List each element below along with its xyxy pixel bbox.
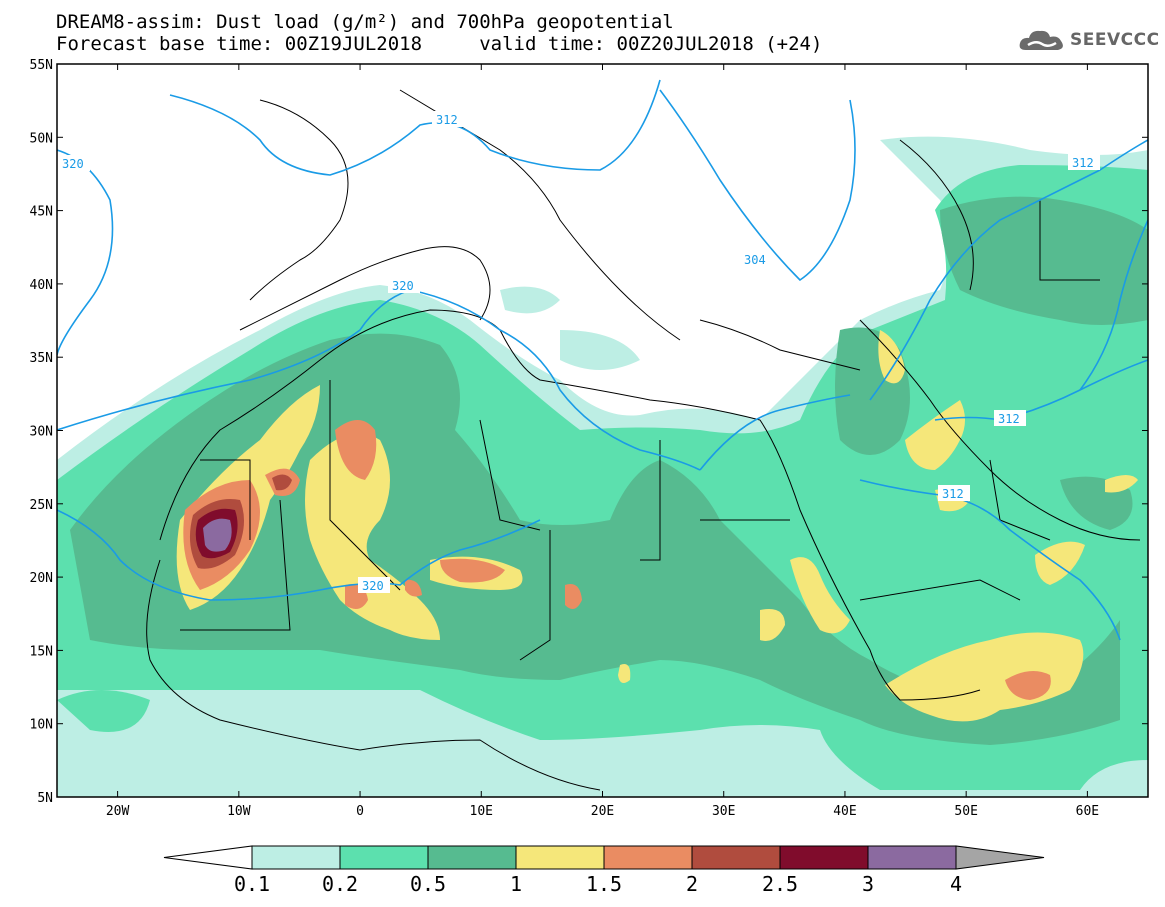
lon-tick-label: 20W	[106, 804, 130, 819]
lon-tick-label: 0	[356, 804, 364, 819]
lat-tick-label: 45N	[30, 205, 53, 220]
axis-ticks: 55N 50N 45N 40N 35N 30N 25N 20N 15N 10N 5N 20W 10W 0 1…	[30, 58, 1148, 819]
colorbar-segment	[779, 845, 869, 870]
colorbar-lower-triangle	[163, 845, 253, 870]
lon-tick-label: 10W	[227, 804, 251, 819]
lat-tick-label: 10N	[30, 718, 53, 733]
colorbar-label: 0.2	[322, 872, 358, 896]
colorbar-segment	[251, 845, 341, 870]
seevccc-logo: SEEVCCC	[1018, 26, 1160, 54]
coastlines	[146, 89, 1141, 791]
contour-label: 320	[62, 157, 84, 171]
colorbar-label: 2.5	[762, 872, 798, 896]
lat-tick-label: 25N	[30, 498, 53, 513]
colorbar-label: 1	[510, 872, 522, 896]
contour-label: 320	[362, 579, 384, 593]
lat-tick-label: 20N	[30, 571, 53, 586]
colorbar-label: 1.5	[586, 872, 622, 896]
lat-tick-label: 35N	[30, 351, 53, 366]
contour-labels: 312 320 304 320 320 312 312 312	[58, 111, 1100, 593]
lon-tick-label: 60E	[1076, 804, 1099, 819]
colorbar-segment	[867, 845, 957, 870]
colorbar-label: 0.5	[410, 872, 446, 896]
lat-tick-label: 55N	[30, 58, 53, 73]
contour-label: 312	[942, 487, 964, 501]
lat-tick-label: 40N	[30, 278, 53, 293]
colorbar-segment	[691, 845, 781, 870]
contour-label: 320	[392, 279, 414, 293]
contour-label: 312	[998, 412, 1020, 426]
cloud-logo-icon	[1019, 30, 1063, 50]
colorbar: 0.1 0.2 0.5 1 1.5 2 2.5 3 4	[163, 845, 1045, 896]
geopotential-contours	[57, 79, 1148, 641]
colorbar-segment	[603, 845, 693, 870]
dust-band-3	[203, 518, 232, 552]
contour-label: 312	[1072, 156, 1094, 170]
lat-tick-label: 5N	[37, 791, 53, 806]
logo-text: SEEVCCC	[1070, 30, 1160, 50]
lon-tick-label: 40E	[833, 804, 856, 819]
colorbar-label: 4	[950, 872, 962, 896]
map-area	[57, 64, 1148, 797]
title-line-2: Forecast base time: 00Z19JUL2018 valid t…	[56, 33, 823, 55]
lat-tick-label: 15N	[30, 644, 53, 659]
colorbar-segment	[339, 845, 429, 870]
colorbar-segment	[427, 845, 517, 870]
colorbar-label: 0.1	[234, 872, 270, 896]
lon-tick-label: 50E	[954, 804, 977, 819]
contour-label: 304	[744, 253, 766, 267]
lat-tick-label: 50N	[30, 131, 53, 146]
colorbar-segment	[515, 845, 605, 870]
lon-tick-label: 10E	[470, 804, 493, 819]
colorbar-label: 3	[862, 872, 874, 896]
colorbar-label: 2	[686, 872, 698, 896]
title-line-1: DREAM8-assim: Dust load (g/m²) and 700hP…	[56, 11, 674, 33]
contour-label: 312	[436, 113, 458, 127]
lon-tick-label: 20E	[591, 804, 614, 819]
lat-tick-label: 30N	[30, 425, 53, 440]
lon-tick-label: 30E	[712, 804, 735, 819]
colorbar-upper-triangle	[955, 845, 1045, 870]
